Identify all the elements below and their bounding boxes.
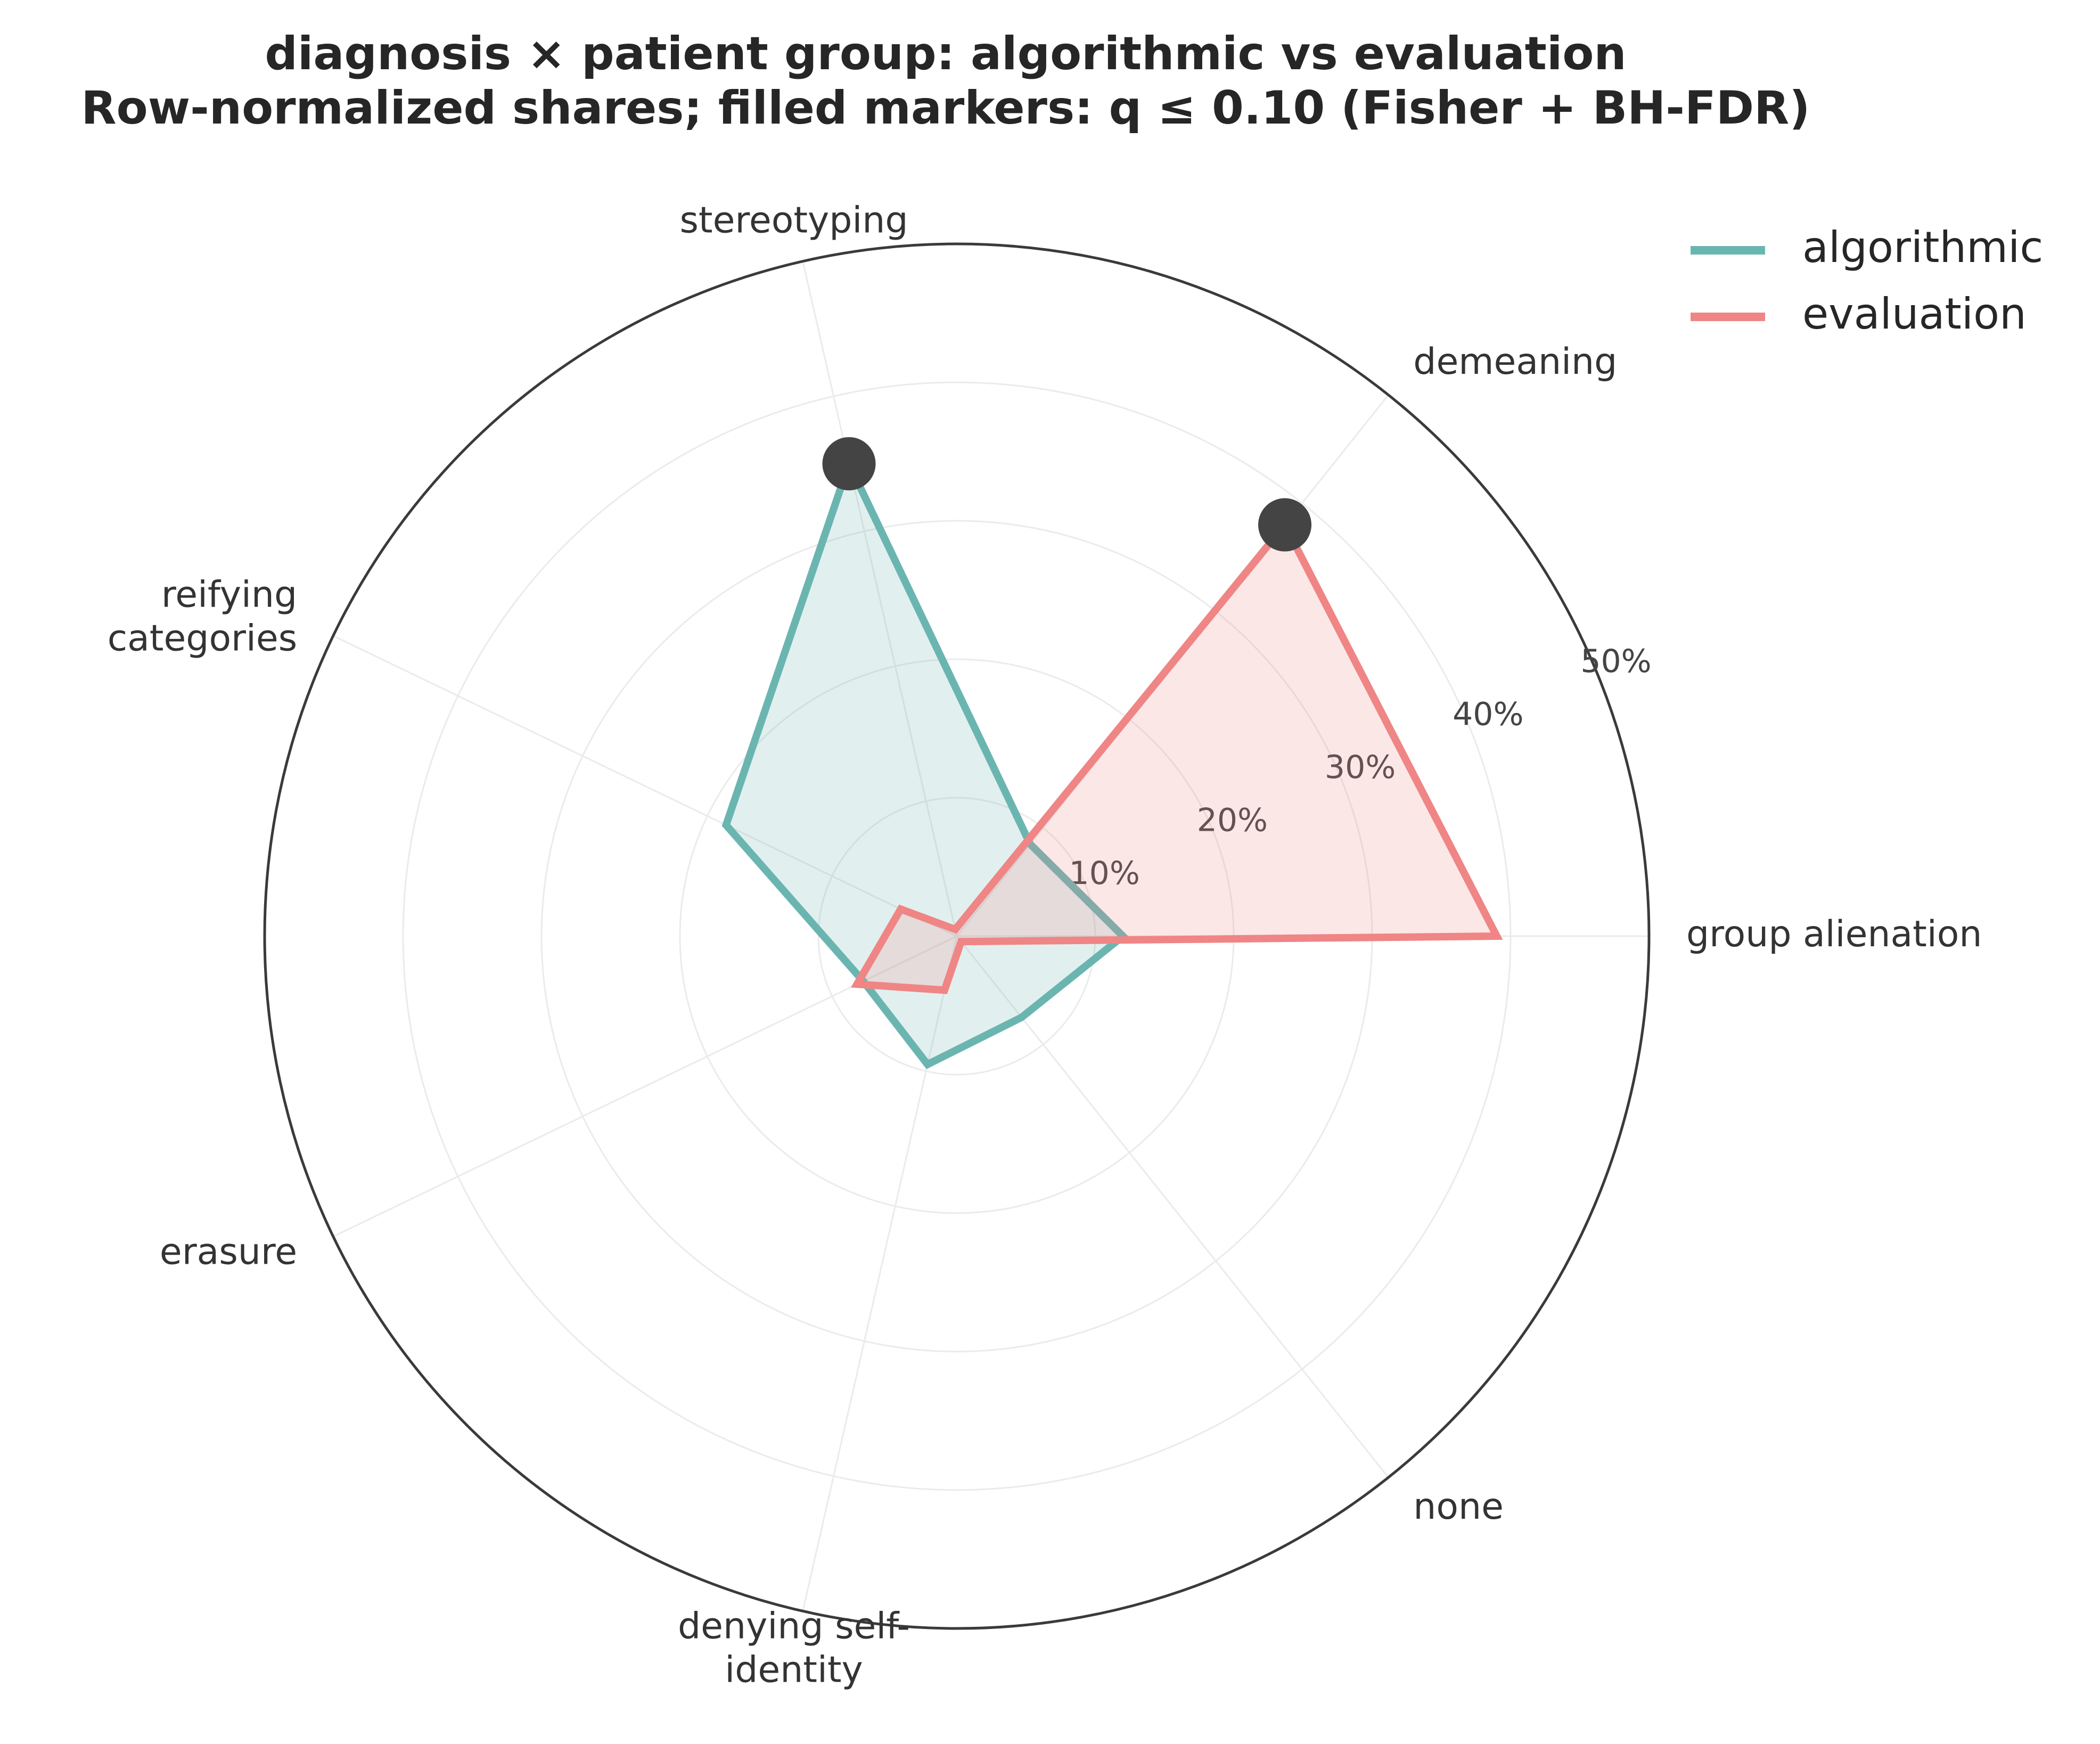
- legend: algorithmic evaluation: [1691, 223, 2043, 339]
- point-1-5: [944, 989, 945, 990]
- series-layer: [721, 454, 1503, 1069]
- spoke-3: [333, 635, 957, 937]
- significant-marker-0: [822, 437, 876, 490]
- point-0-6: [1021, 1017, 1022, 1018]
- r-tick-label-0: 10%: [1069, 855, 1139, 892]
- point-1-3: [900, 908, 901, 910]
- spoke-5: [802, 936, 958, 1611]
- category-label-5: denying self-identity: [678, 1605, 910, 1691]
- series-fill-1: [857, 525, 1497, 990]
- category-label-1: demeaning: [1413, 341, 1617, 383]
- point-1-0: [1496, 936, 1497, 937]
- polar-grid: 10% 20% 30% 40% 50%: [263, 242, 1652, 1630]
- category-label-6: none: [1413, 1486, 1504, 1528]
- r-tick-label-1: 20%: [1197, 801, 1268, 839]
- category-label-4: erasure: [160, 1231, 297, 1273]
- point-0-5: [927, 1064, 928, 1065]
- series-line-1: [850, 518, 1503, 994]
- point-1-2: [955, 929, 956, 930]
- point-1-4: [857, 984, 858, 985]
- chart-title: diagnosis × patient group: algorithmic v…: [265, 27, 1626, 80]
- r-tick-label-2: 30%: [1325, 749, 1396, 786]
- chart-subtitle: Row-normalized shares; filled markers: q…: [81, 81, 1810, 135]
- category-label-2: stereotyping: [680, 199, 908, 241]
- series-fill-0: [726, 463, 1123, 1065]
- legend-label-1: evaluation: [1802, 289, 2027, 339]
- significance-markers: [822, 437, 1312, 552]
- polar-frame: [263, 242, 1651, 1630]
- r-tick-label-3: 40%: [1453, 695, 1523, 733]
- legend-label-0: algorithmic: [1802, 223, 2043, 272]
- spoke-2: [802, 261, 958, 937]
- point-0-3: [726, 824, 727, 825]
- significant-marker-1: [1258, 498, 1312, 552]
- category-label-3: reifying categories: [108, 574, 297, 659]
- category-label-0: group alienation: [1686, 913, 1982, 955]
- spoke-6: [956, 936, 1389, 1478]
- point-1-6: [961, 941, 962, 942]
- axis-labels: group alienation demeaning stereotyping rei…: [108, 199, 1982, 1691]
- series-line-0: [721, 454, 1129, 1069]
- r-tick-label-4: 50%: [1580, 643, 1651, 680]
